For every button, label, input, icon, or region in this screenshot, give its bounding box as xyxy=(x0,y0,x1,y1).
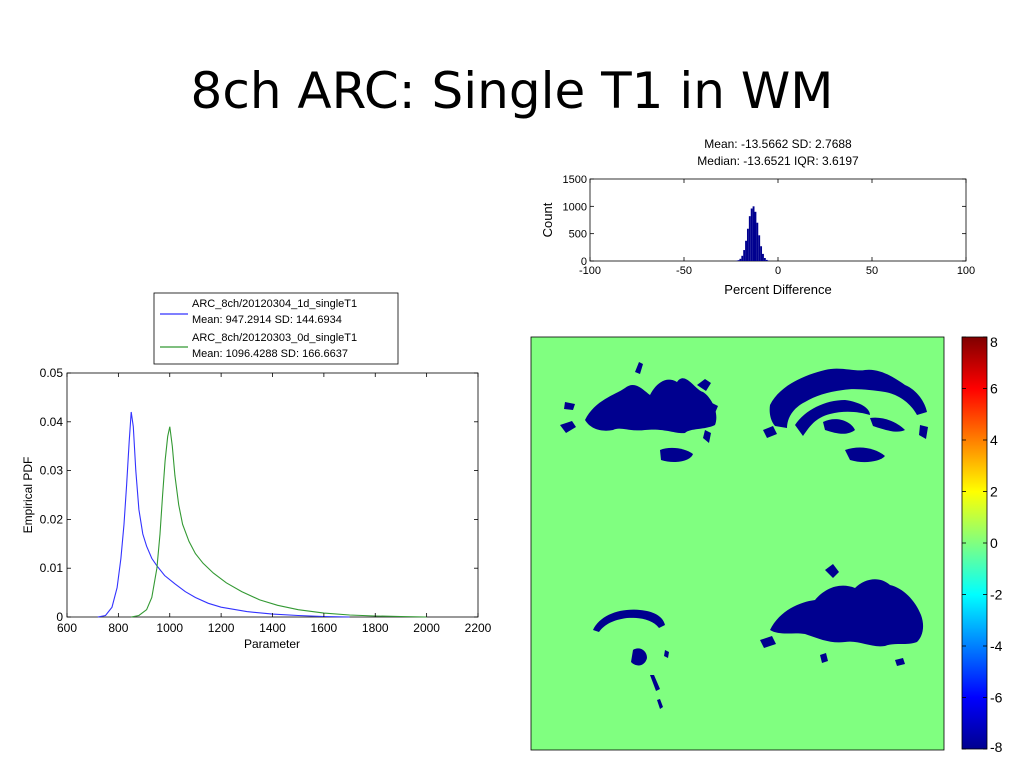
hist-bar xyxy=(756,222,759,261)
hist-x-tick-label: 0 xyxy=(775,265,781,277)
colorbar-tick-label: 6 xyxy=(990,381,998,397)
hist-bar xyxy=(763,257,766,261)
pdf-y-tick-label: 0.02 xyxy=(40,512,64,526)
colorbar-tick-label: -4 xyxy=(990,638,1003,654)
pdf-x-tick-label: 2200 xyxy=(465,621,492,635)
hist-bar xyxy=(758,235,761,261)
colorbar-tick-label: -8 xyxy=(990,739,1003,755)
pdf-y-tick-label: 0.05 xyxy=(40,366,64,380)
colorbar-tick-label: 4 xyxy=(990,432,998,448)
pdf-x-tick-label: 1400 xyxy=(259,621,286,635)
pdf-legend: ARC_8ch/20120304_1d_singleT1 Mean: 947.2… xyxy=(153,292,399,365)
wm-region-bottom-right xyxy=(760,564,924,666)
pdf-y-tick-label: 0.01 xyxy=(40,561,64,575)
wm-region-bottom-left xyxy=(593,609,669,709)
hist-bar xyxy=(748,216,751,261)
hist-plot-frame xyxy=(589,178,967,262)
hist-bar xyxy=(750,208,753,261)
empirical-pdf-plot: 600 800 1000 1200 1400 1600 1800 2000 2200 0 0.01… xyxy=(21,292,492,651)
pdf-plot-frame xyxy=(66,372,479,618)
hist-bar xyxy=(765,259,768,261)
colorbar-tick-label: -6 xyxy=(990,690,1003,706)
legend-series-2-name: ARC_8ch/20120303_0d_singleT1 xyxy=(192,332,357,344)
hist-bar xyxy=(737,260,740,261)
colorbar-ticks: 8 6 4 2 0 -2 -4 -6 -8 xyxy=(962,334,1003,755)
legend-series-1-name: ARC_8ch/20120304_1d_singleT1 xyxy=(192,298,357,310)
hist-bars xyxy=(735,206,770,261)
colorbar-tick-label: 2 xyxy=(990,484,998,500)
pdf-series-lines xyxy=(97,411,427,618)
wm-region-top-left xyxy=(560,362,718,462)
hist-bar xyxy=(746,228,749,261)
colorbar xyxy=(961,336,988,750)
slide-title: 8ch ARC: Single T1 in WM xyxy=(190,62,834,120)
pdf-x-tick-label: 1200 xyxy=(208,621,235,635)
hist-x-ticks: -100 -50 0 50 100 xyxy=(579,179,975,277)
hist-y-axis-label: Count xyxy=(540,202,555,237)
hist-bar xyxy=(745,240,747,261)
hist-title-line-2: Median: -13.6521 IQR: 3.6197 xyxy=(697,154,859,168)
pdf-x-tick-label: 1800 xyxy=(362,621,389,635)
hist-x-tick-label: 50 xyxy=(866,265,878,277)
pdf-y-tick-label: 0 xyxy=(56,610,63,624)
hist-y-tick-label: 1000 xyxy=(563,201,587,213)
pdf-x-axis-label: Parameter xyxy=(244,637,300,651)
colorbar-tick-label: 8 xyxy=(990,334,998,350)
hist-bar xyxy=(754,211,757,261)
map-background xyxy=(530,336,945,751)
legend-series-2-stats: Mean: 1096.4288 SD: 166.6637 xyxy=(192,348,348,360)
hist-x-tick-label: 100 xyxy=(957,265,975,277)
wm-region-top-right xyxy=(763,368,928,463)
hist-bar xyxy=(760,246,763,261)
pdf-x-tick-label: 2000 xyxy=(413,621,440,635)
hist-y-tick-label: 0 xyxy=(581,256,587,268)
hist-bar xyxy=(752,206,755,261)
hist-y-ticks: 0 500 1000 1500 xyxy=(563,174,966,268)
hist-bar xyxy=(762,253,764,261)
pdf-x-tick-label: 1600 xyxy=(311,621,338,635)
hist-x-tick-label: -50 xyxy=(676,265,692,277)
pdf-series-line-1 xyxy=(97,411,350,618)
pdf-y-tick-label: 0.04 xyxy=(40,415,64,429)
percent-difference-histogram: Mean: -13.5662 SD: 2.7688 Median: -13.65… xyxy=(540,137,975,297)
pdf-series-line-2 xyxy=(131,426,427,618)
colorbar-tick-label: 0 xyxy=(990,535,998,551)
pdf-x-tick-label: 1000 xyxy=(156,621,183,635)
percent-difference-map: 8 6 4 2 0 -2 -4 -6 -8 xyxy=(530,334,1003,755)
pdf-y-ticks: 0 0.01 0.02 0.03 0.04 0.05 xyxy=(40,366,478,624)
hist-x-axis-label: Percent Difference xyxy=(724,282,831,297)
pdf-y-tick-label: 0.03 xyxy=(40,464,64,478)
pdf-y-axis-label: Empirical PDF xyxy=(21,457,35,534)
hist-bar xyxy=(741,255,744,261)
legend-series-1-stats: Mean: 947.2914 SD: 144.6934 xyxy=(192,314,342,326)
hist-bar xyxy=(743,250,746,261)
hist-title-line-1: Mean: -13.5662 SD: 2.7688 xyxy=(704,137,852,151)
hist-y-tick-label: 1500 xyxy=(563,174,587,186)
colorbar-tick-label: -2 xyxy=(990,587,1003,603)
pdf-x-ticks: 600 800 1000 1200 1400 1600 1800 2000 2200 xyxy=(57,373,492,635)
pdf-x-tick-label: 600 xyxy=(57,621,77,635)
pdf-x-tick-label: 800 xyxy=(108,621,128,635)
hist-y-tick-label: 500 xyxy=(569,229,587,241)
hist-x-tick-label: -100 xyxy=(579,265,601,277)
hist-bar xyxy=(739,258,742,261)
